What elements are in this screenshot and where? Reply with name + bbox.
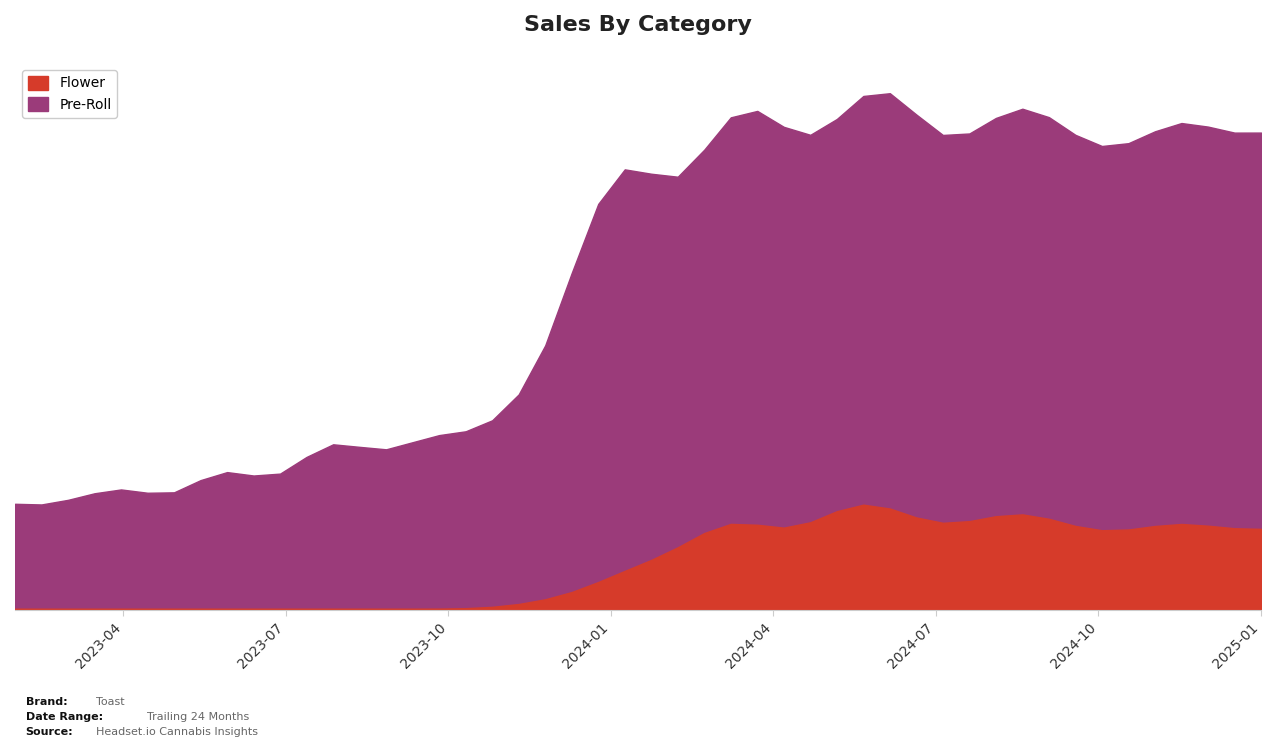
Text: Trailing 24 Months: Trailing 24 Months bbox=[147, 712, 249, 722]
Text: Source:: Source: bbox=[26, 727, 73, 737]
Text: Toast: Toast bbox=[96, 697, 124, 707]
Legend: Flower, Pre-Roll: Flower, Pre-Roll bbox=[22, 70, 117, 118]
Text: Date Range:: Date Range: bbox=[26, 712, 102, 722]
Title: Sales By Category: Sales By Category bbox=[524, 15, 752, 35]
Text: Headset.io Cannabis Insights: Headset.io Cannabis Insights bbox=[96, 727, 258, 737]
Text: Brand:: Brand: bbox=[26, 697, 68, 707]
